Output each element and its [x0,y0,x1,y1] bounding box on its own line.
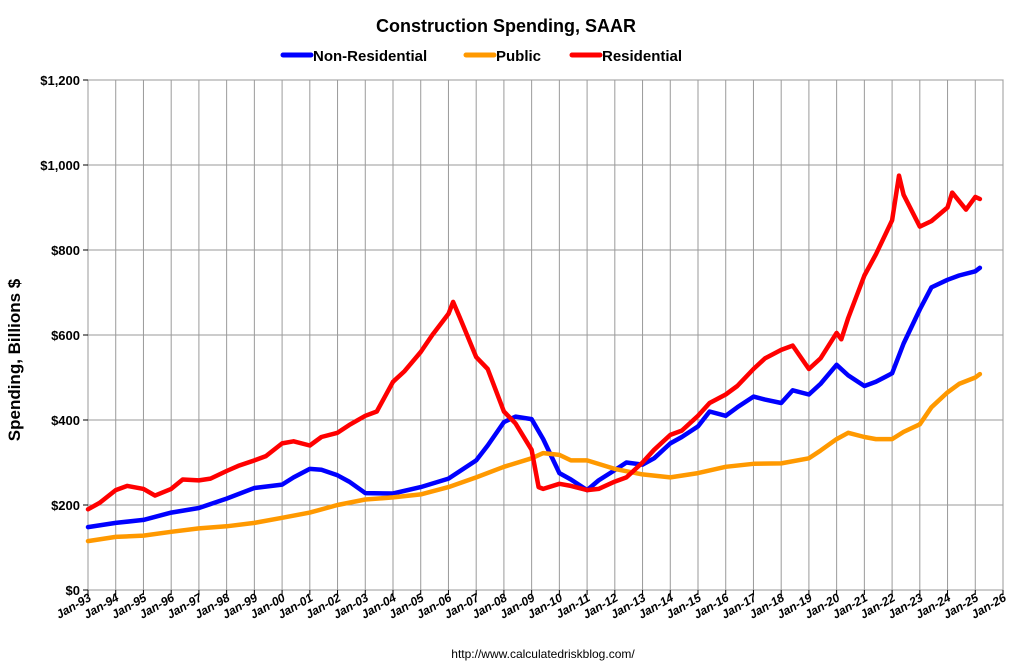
chart-title: Construction Spending, SAAR [376,16,636,36]
legend-label: Public [496,48,541,65]
source-url: http://www.calculatedriskblog.com/ [451,647,635,661]
series-line-public [85,371,983,544]
y-tick-label: $600 [51,328,80,343]
y-axis-ticks: $0 $200 $400 $600 $800 $1,000 $1,200 [40,73,88,598]
grid [87,79,1004,591]
series-lines [85,173,983,544]
legend: Non-Residential Public Residential [280,48,682,65]
y-tick-label: $0 [66,583,80,598]
y-tick-label: $800 [51,243,80,258]
y-tick-label: $400 [51,413,80,428]
legend-label: Non-Residential [313,48,427,65]
legend-label: Residential [602,48,682,65]
y-axis-label: Spending, Billions $ [5,278,24,441]
series-line-residential [85,173,983,512]
y-tick-label: $1,200 [40,73,80,88]
y-tick-label: $1,000 [40,158,80,173]
y-tick-label: $200 [51,498,80,513]
x-axis-ticks: Jan-93Jan-94Jan-95Jan-96Jan-97Jan-98Jan-… [54,590,1009,622]
